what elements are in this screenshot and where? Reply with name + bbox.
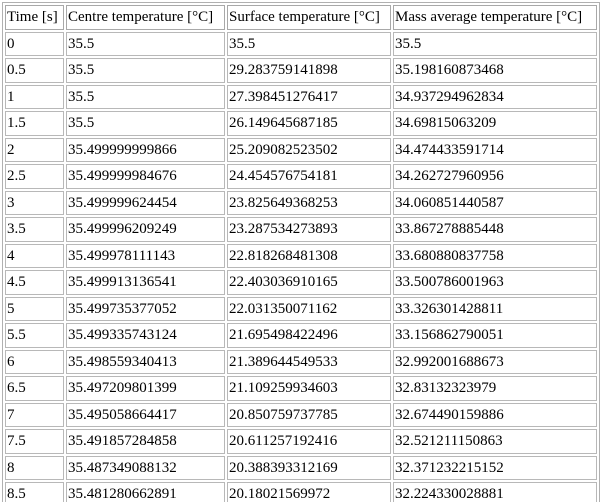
- table-row: 3.5 35.499996209249 23.287534273893 33.8672…: [5, 217, 597, 242]
- cell-mass-average-temperature: 33.326301428811: [393, 296, 597, 321]
- cell-mass-average-temperature: 34.937294962834: [393, 84, 597, 109]
- cell-centre-temperature: 35.499999999866: [66, 137, 225, 162]
- cell-surface-temperature: 25.209082523502: [227, 137, 391, 162]
- cell-time: 0.5: [5, 58, 64, 83]
- cell-mass-average-temperature: 34.262727960956: [393, 164, 597, 189]
- cell-time: 5.5: [5, 323, 64, 348]
- cell-centre-temperature: 35.499978111143: [66, 243, 225, 268]
- cell-centre-temperature: 35.5: [66, 84, 225, 109]
- table-row: 4.5 35.499913136541 22.403036910165 33.5007…: [5, 270, 597, 295]
- cell-centre-temperature: 35.497209801399: [66, 376, 225, 401]
- cell-surface-temperature: 35.5: [227, 31, 391, 56]
- cell-time: 7: [5, 402, 64, 427]
- cell-mass-average-temperature: 34.474433591714: [393, 137, 597, 162]
- cell-time: 4.5: [5, 270, 64, 295]
- cell-centre-temperature: 35.499999624454: [66, 190, 225, 215]
- cell-centre-temperature: 35.498559340413: [66, 349, 225, 374]
- cell-centre-temperature: 35.499913136541: [66, 270, 225, 295]
- cell-mass-average-temperature: 32.992001688673: [393, 349, 597, 374]
- cell-mass-average-temperature: 33.500786001963: [393, 270, 597, 295]
- cell-centre-temperature: 35.5: [66, 111, 225, 136]
- cell-surface-temperature: 29.283759141898: [227, 58, 391, 83]
- cell-time: 1: [5, 84, 64, 109]
- cell-mass-average-temperature: 32.224330028881: [393, 482, 597, 502]
- table-body: 0 35.5 35.5 35.5 0.5 35.5 29.283759141898 35.19…: [5, 31, 597, 502]
- cell-surface-temperature: 27.398451276417: [227, 84, 391, 109]
- cell-centre-temperature: 35.481280662891: [66, 482, 225, 502]
- cell-centre-temperature: 35.499735377052: [66, 296, 225, 321]
- table-row: 5.5 35.499335743124 21.695498422496 33.1568…: [5, 323, 597, 348]
- header-surface-temperature: Surface temperature [°C]: [227, 5, 391, 30]
- cell-time: 6.5: [5, 376, 64, 401]
- cell-time: 7.5: [5, 429, 64, 454]
- table-row: 7.5 35.491857284858 20.611257192416 32.5212…: [5, 429, 597, 454]
- cell-time: 4: [5, 243, 64, 268]
- cell-centre-temperature: 35.499996209249: [66, 217, 225, 242]
- table-row: 1 35.5 27.398451276417 34.937294962834: [5, 84, 597, 109]
- table-row: 6.5 35.497209801399 21.109259934603 32.8313…: [5, 376, 597, 401]
- cell-mass-average-temperature: 33.156862790051: [393, 323, 597, 348]
- header-time: Time [s]: [5, 5, 64, 30]
- cell-time: 0: [5, 31, 64, 56]
- cell-mass-average-temperature: 32.371232215152: [393, 455, 597, 480]
- cell-centre-temperature: 35.499335743124: [66, 323, 225, 348]
- cell-mass-average-temperature: 32.83132323979: [393, 376, 597, 401]
- cell-surface-temperature: 22.031350071162: [227, 296, 391, 321]
- cell-mass-average-temperature: 32.674490159886: [393, 402, 597, 427]
- cell-time: 2: [5, 137, 64, 162]
- table-row: 0 35.5 35.5 35.5: [5, 31, 597, 56]
- cell-surface-temperature: 21.389644549533: [227, 349, 391, 374]
- cell-time: 3: [5, 190, 64, 215]
- table-row: 8 35.487349088132 20.388393312169 32.371232…: [5, 455, 597, 480]
- table-row: 0.5 35.5 29.283759141898 35.198160873468: [5, 58, 597, 83]
- cell-mass-average-temperature: 35.5: [393, 31, 597, 56]
- table-row: 1.5 35.5 26.149645687185 34.69815063209: [5, 111, 597, 136]
- cell-mass-average-temperature: 33.680880837758: [393, 243, 597, 268]
- cell-centre-temperature: 35.495058664417: [66, 402, 225, 427]
- header-row: Time [s] Centre temperature [°C] Surface…: [5, 5, 597, 30]
- cell-surface-temperature: 20.850759737785: [227, 402, 391, 427]
- cell-time: 5: [5, 296, 64, 321]
- table-row: 7 35.495058664417 20.850759737785 32.674490…: [5, 402, 597, 427]
- table-row: 2 35.499999999866 25.209082523502 34.474433…: [5, 137, 597, 162]
- cell-surface-temperature: 21.109259934603: [227, 376, 391, 401]
- cell-surface-temperature: 22.818268481308: [227, 243, 391, 268]
- cell-mass-average-temperature: 34.69815063209: [393, 111, 597, 136]
- cell-surface-temperature: 26.149645687185: [227, 111, 391, 136]
- table-row: 2.5 35.499999984676 24.454576754181 34.2627…: [5, 164, 597, 189]
- header-centre-temperature: Centre temperature [°C]: [66, 5, 225, 30]
- cell-centre-temperature: 35.487349088132: [66, 455, 225, 480]
- cell-surface-temperature: 24.454576754181: [227, 164, 391, 189]
- cell-centre-temperature: 35.5: [66, 31, 225, 56]
- cell-surface-temperature: 21.695498422496: [227, 323, 391, 348]
- cell-time: 8.5: [5, 482, 64, 502]
- cell-surface-temperature: 20.611257192416: [227, 429, 391, 454]
- cell-time: 8: [5, 455, 64, 480]
- cell-centre-temperature: 35.5: [66, 58, 225, 83]
- cell-surface-temperature: 23.825649368253: [227, 190, 391, 215]
- cell-time: 3.5: [5, 217, 64, 242]
- cell-time: 1.5: [5, 111, 64, 136]
- table-row: 3 35.499999624454 23.825649368253 34.060851…: [5, 190, 597, 215]
- cell-mass-average-temperature: 33.867278885448: [393, 217, 597, 242]
- cell-time: 2.5: [5, 164, 64, 189]
- cell-mass-average-temperature: 35.198160873468: [393, 58, 597, 83]
- cell-surface-temperature: 23.287534273893: [227, 217, 391, 242]
- cell-centre-temperature: 35.491857284858: [66, 429, 225, 454]
- cell-surface-temperature: 20.388393312169: [227, 455, 391, 480]
- table-row: 4 35.499978111143 22.818268481308 33.680880…: [5, 243, 597, 268]
- cell-surface-temperature: 20.18021569972: [227, 482, 391, 502]
- header-mass-average-temperature: Mass average temperature [°C]: [393, 5, 597, 30]
- cell-surface-temperature: 22.403036910165: [227, 270, 391, 295]
- cell-mass-average-temperature: 32.521211150863: [393, 429, 597, 454]
- cell-mass-average-temperature: 34.060851440587: [393, 190, 597, 215]
- table-row: 5 35.499735377052 22.031350071162 33.326301…: [5, 296, 597, 321]
- cell-time: 6: [5, 349, 64, 374]
- table-row: 6 35.498559340413 21.389644549533 32.992001…: [5, 349, 597, 374]
- cell-centre-temperature: 35.499999984676: [66, 164, 225, 189]
- table-row: 8.5 35.481280662891 20.18021569972 32.22433…: [5, 482, 597, 502]
